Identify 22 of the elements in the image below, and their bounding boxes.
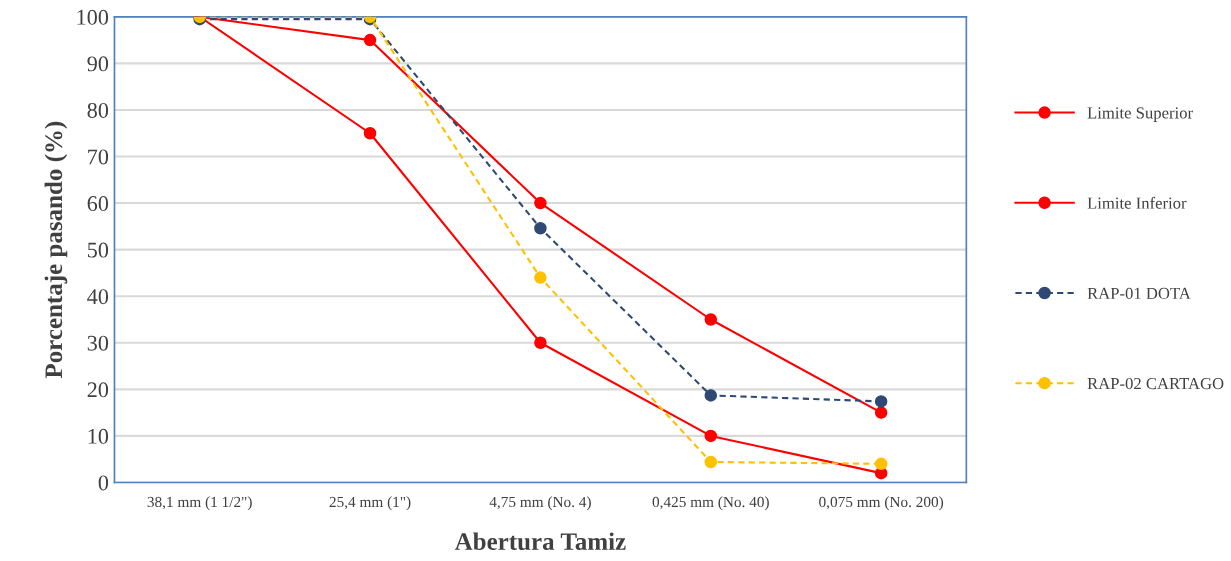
y-tick-label: 20 (87, 382, 109, 398)
y-tick-label: 100 (77, 9, 109, 25)
x-tick-label: 0,425 mm (No. 40) (652, 496, 769, 511)
x-tick-label: 25,4 mm (1") (329, 496, 411, 511)
y-tick-label: 70 (88, 149, 109, 165)
legend-label: RAP-01 DOTA (1087, 287, 1191, 299)
y-tick-label: 60 (87, 196, 109, 212)
legend-label: Limite Superior (1087, 107, 1193, 122)
x-tick-label: 4,75 mm (No. 4) (489, 496, 591, 511)
y-tick-label: 80 (87, 102, 109, 118)
y-tick-label: 50 (88, 242, 109, 258)
x-tick-label: 0,075 mm (No. 200) (819, 496, 944, 511)
legend-label: Limite Inferior (1087, 196, 1187, 209)
x-tick-label: 38,1 mm (1 1/2") (147, 496, 252, 511)
y-tick-label: 30 (87, 335, 109, 351)
y-tick-label: 90 (87, 56, 109, 72)
y-tick-label: 40 (87, 289, 109, 305)
legend-label: RAP-02 CARTAGO (1087, 377, 1224, 390)
y-tick-label: 10 (88, 428, 109, 444)
x-axis-title: Abertura Tamiz (454, 532, 626, 551)
y-tick-label: 0 (98, 475, 109, 491)
y-axis-title: Porcentaje pasando (%) (44, 121, 68, 379)
